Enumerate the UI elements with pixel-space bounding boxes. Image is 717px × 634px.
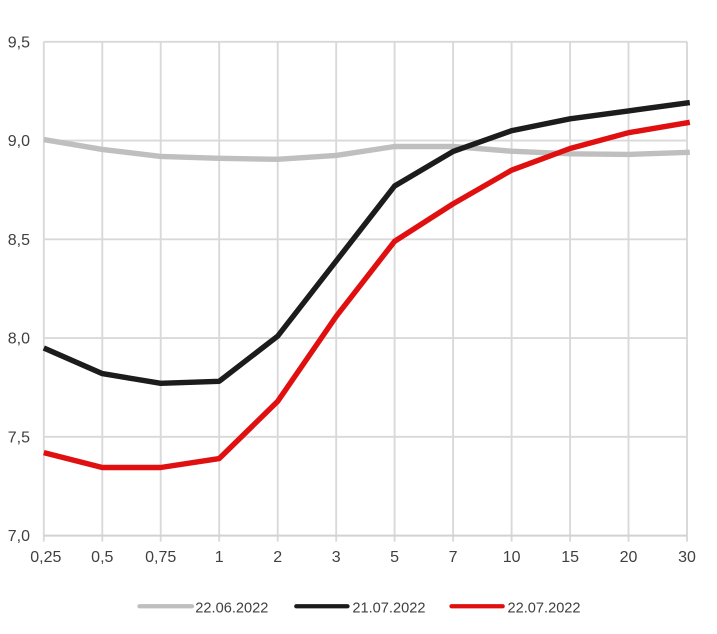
svg-text:10: 10	[503, 549, 521, 566]
svg-text:20: 20	[620, 549, 638, 566]
svg-text:5: 5	[390, 549, 399, 566]
svg-text:21.07.2022: 21.07.2022	[352, 600, 425, 616]
svg-text:0,25: 0,25	[30, 549, 61, 566]
svg-text:7,5: 7,5	[8, 429, 30, 446]
svg-text:9,5: 9,5	[8, 34, 30, 51]
svg-text:15: 15	[561, 549, 579, 566]
svg-text:22.06.2022: 22.06.2022	[195, 600, 268, 616]
svg-text:0,75: 0,75	[145, 549, 176, 566]
svg-text:1: 1	[215, 549, 224, 566]
svg-text:3: 3	[332, 549, 341, 566]
svg-text:9,0: 9,0	[8, 133, 30, 150]
svg-text:2: 2	[273, 549, 282, 566]
svg-text:0,5: 0,5	[91, 549, 113, 566]
svg-text:7,0: 7,0	[8, 528, 30, 545]
svg-text:7: 7	[449, 549, 458, 566]
svg-text:8,0: 8,0	[8, 331, 30, 348]
svg-text:30: 30	[678, 549, 696, 566]
svg-text:8,5: 8,5	[8, 232, 30, 249]
svg-text:22.07.2022: 22.07.2022	[508, 600, 581, 616]
